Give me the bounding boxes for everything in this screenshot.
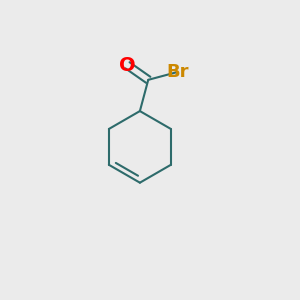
Text: O: O [119, 56, 136, 75]
Text: Br: Br [166, 63, 188, 81]
